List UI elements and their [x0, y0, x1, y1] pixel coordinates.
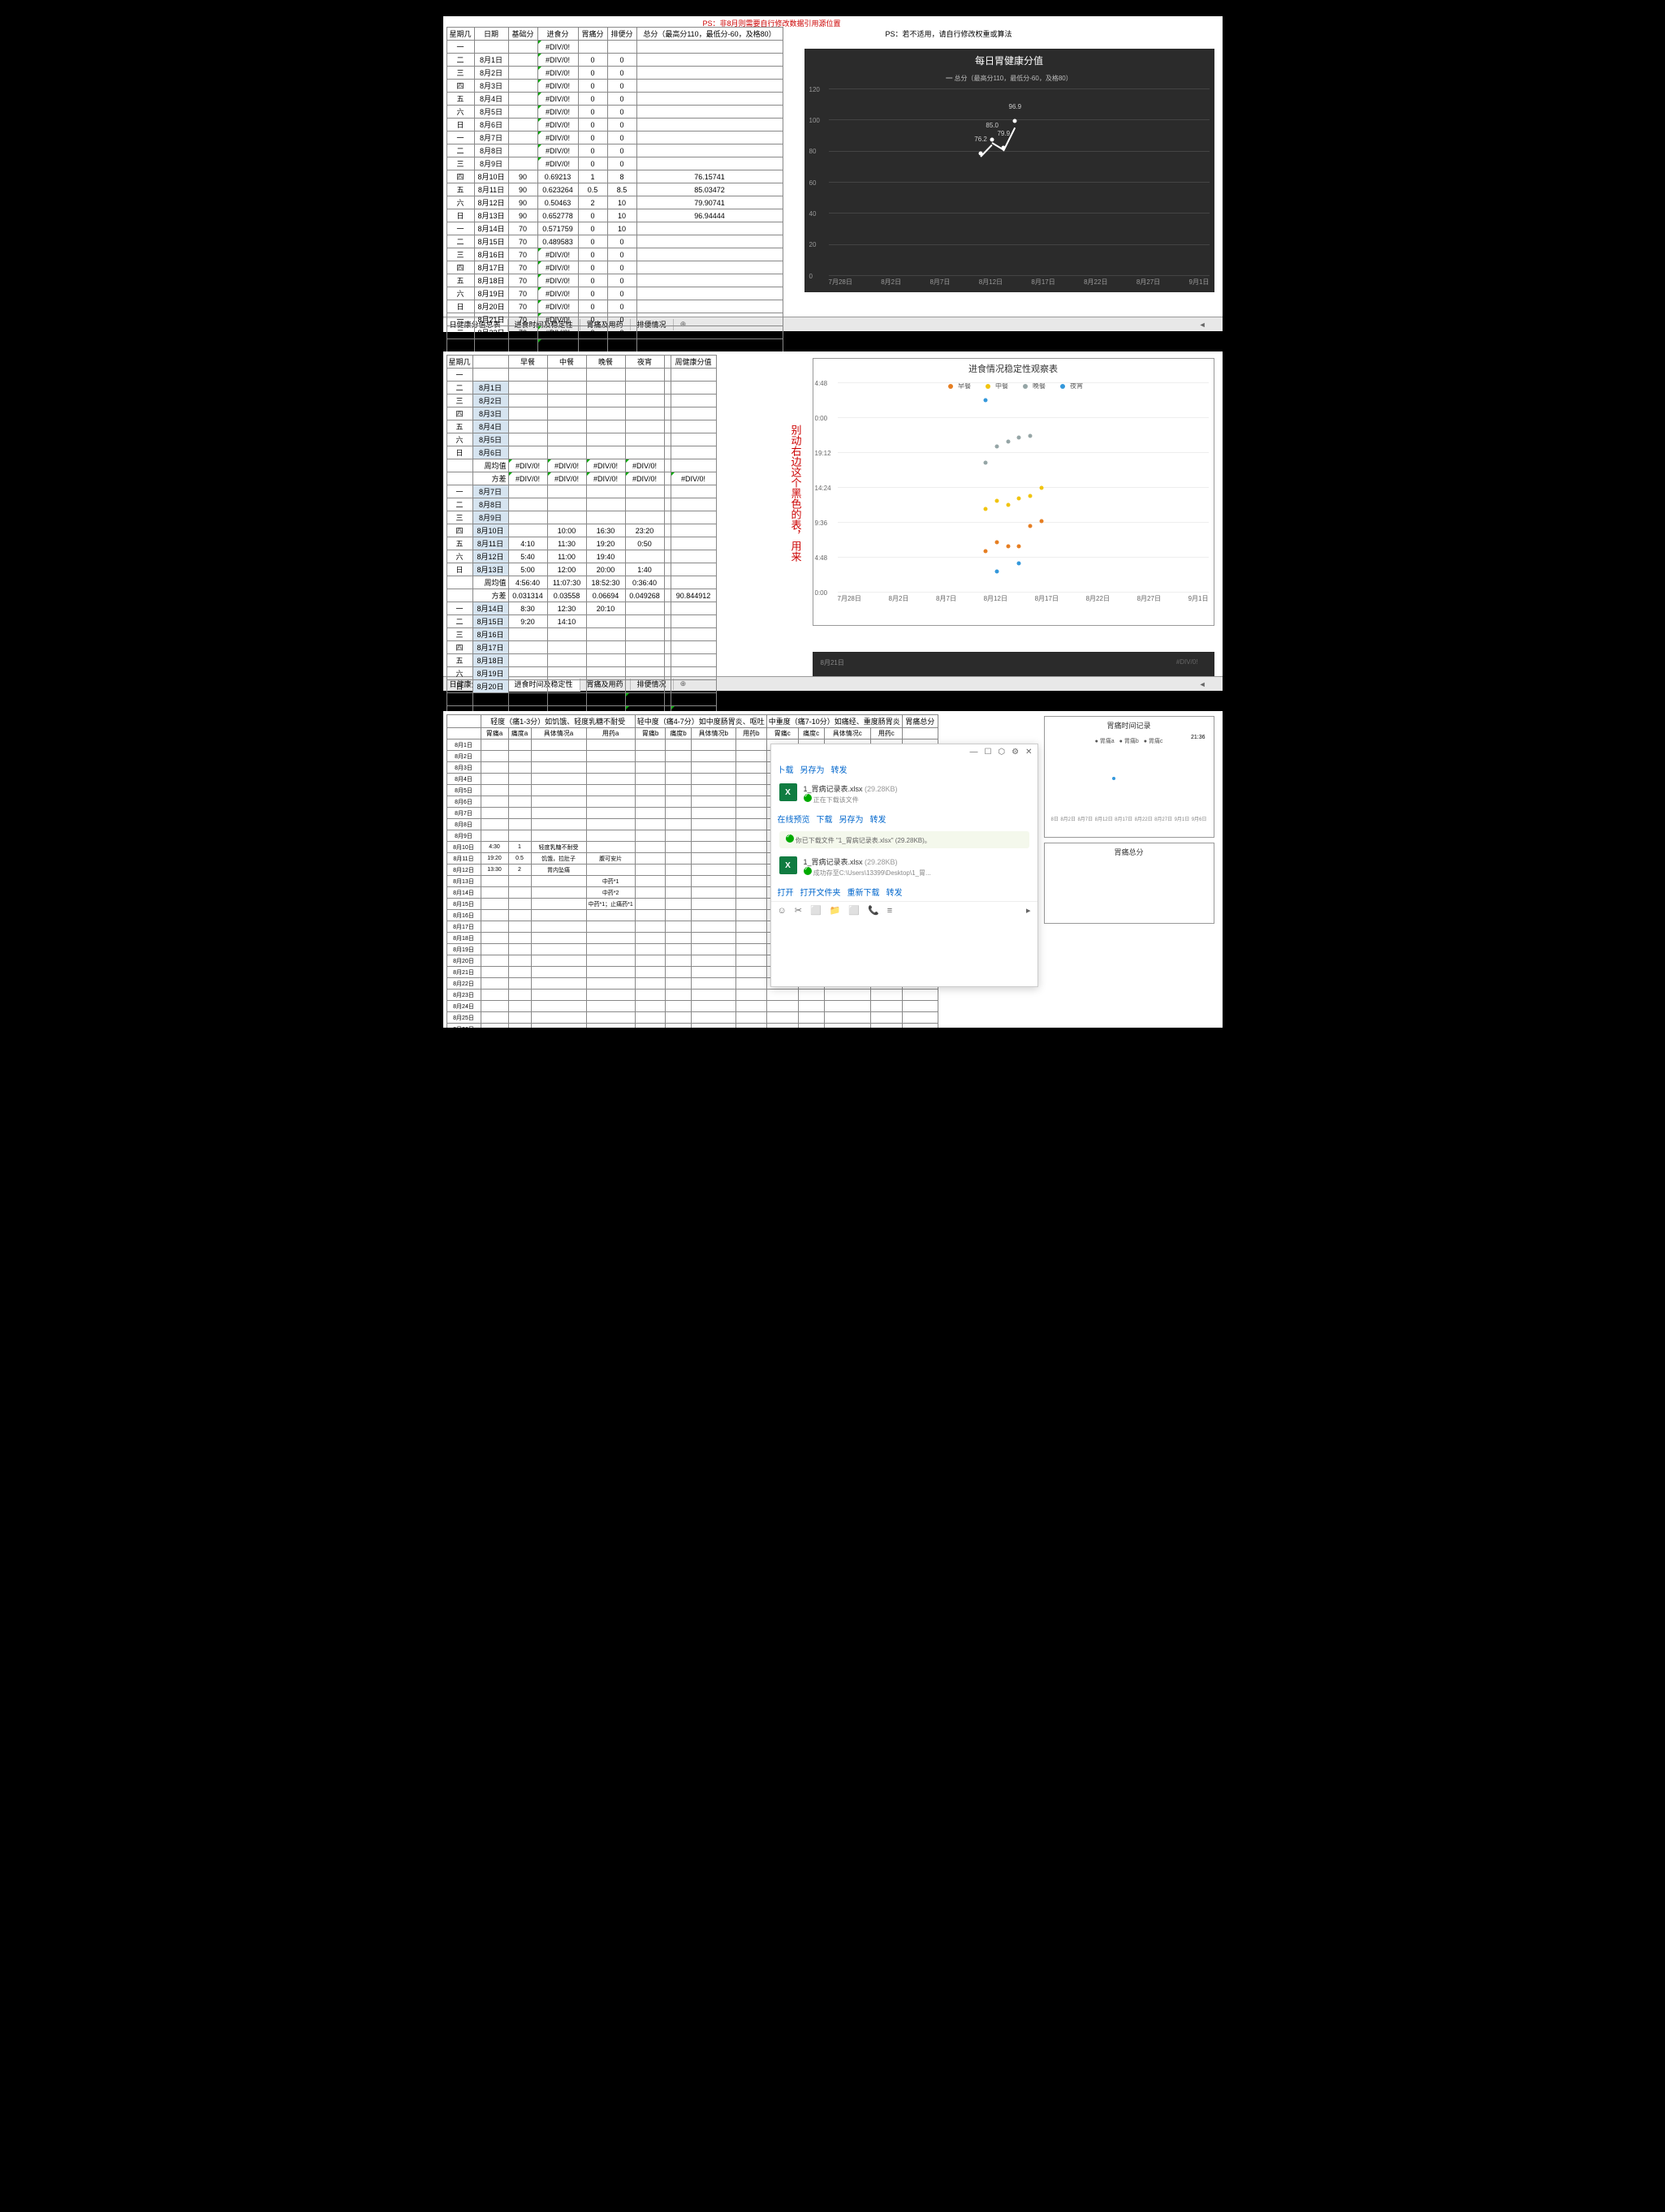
chart1-title: 每日胃健康分值 [804, 49, 1214, 72]
toolbar-icon[interactable]: 📞 [868, 905, 879, 916]
toolbar-icon[interactable]: ⬜ [848, 905, 860, 916]
side-warning: 别动右边这个黑色的表，用来 [788, 425, 804, 562]
action-link[interactable]: 另存为 [800, 766, 825, 775]
download-banner: 你已下载文件 "1_胃病记录表.xlsx" (29.28KB)。 [779, 831, 1029, 848]
action-link[interactable]: 卜载 [778, 766, 794, 775]
popup-bottom-bar: ☺✂⬜📁⬜📞≡▸ [771, 901, 1037, 919]
panel-3: 轻度（痛1-3分）如饥饿、轻度乳糖不耐受轻中度（痛4-7分）如中度肠胃炎、呕吐中… [443, 711, 1223, 1028]
chart2-plot: 0:004:489:3614:2419:120:004:48 [838, 383, 1209, 593]
close-icon[interactable]: ✕ [1025, 748, 1032, 757]
pin-icon[interactable]: ⬡ [998, 748, 1005, 757]
chart1-legend: ━ 总分（最高分110，最低分-60，及格80） [804, 72, 1214, 84]
excel-icon: X [779, 783, 797, 801]
minimize-icon[interactable]: — [969, 748, 977, 757]
maximize-icon[interactable]: ☐ [984, 748, 991, 757]
action-link[interactable]: 转发 [870, 816, 886, 825]
excel-icon: X [779, 856, 797, 874]
popup-links-1: 在线预览下载另存为转发 [771, 809, 1037, 828]
toolbar-icon[interactable]: ≡ [887, 906, 892, 916]
popup-actions-1: 卜载另存为转发 [771, 760, 1037, 778]
check-icon [804, 867, 812, 875]
action-link[interactable]: 打开 [778, 889, 794, 898]
main-table-1: 星期几日期基础分进食分胃痛分排便分总分（最高分110，最低分-60，及格80） … [446, 27, 783, 352]
action-link[interactable]: 下载 [817, 816, 833, 825]
action-link[interactable]: 转发 [886, 889, 903, 898]
chart2-xaxis: 7月28日8月2日8月7日8月12日8月17日8月22日8月27日9月1日 [838, 594, 1209, 606]
dark-strip: 8月21日 #DIV/0! [813, 652, 1214, 676]
sheet-1: PS：非8月则需要自行修改数据引用源位置 PS：若不适用，请自行修改权重或算法 … [443, 16, 1223, 317]
toolbar-icon[interactable]: ⬜ [810, 905, 822, 916]
pain-total-chart: 胃痛总分 [1044, 843, 1214, 924]
file-row-1: X 1_胃病记录表.xlsx (29.28KB) 正在下载该文件 [771, 778, 1037, 809]
action-link[interactable]: 转发 [831, 766, 848, 775]
toolbar-icon[interactable]: 📁 [830, 905, 841, 916]
check-icon [804, 794, 812, 802]
sheet-3: 轻度（痛1-3分）如饥饿、轻度乳糖不耐受轻中度（痛4-7分）如中度肠胃炎、呕吐中… [443, 711, 1223, 1028]
panel-2: 星期几早餐中餐晚餐夜宵周健康分值 一二8月1日三8月2日四8月3日五8月4日六8… [443, 351, 1223, 691]
chart1-plot: 02040608010012076.285.079.996.9 [829, 89, 1210, 276]
file-row-2: X 1_胃病记录表.xlsx (29.28KB) 成功存至C:\Users\13… [771, 852, 1037, 882]
scroll-left-icon[interactable]: ◄ [1199, 321, 1223, 329]
stability-chart: 进食情况稳定性观察表 0:004:489:3614:2419:120:004:4… [813, 358, 1214, 626]
pain-time-chart: 胃痛时间记录 21:36 8日8月2日8月7日8月12日8月17日8月22日8月… [1044, 716, 1214, 838]
action-link[interactable]: 打开文件夹 [800, 889, 841, 898]
settings-icon[interactable]: ⚙ [1012, 748, 1019, 757]
chart2-title: 进食情况稳定性观察表 [813, 359, 1214, 378]
download-popup: — ☐ ⬡ ⚙ ✕ 卜载另存为转发 X 1_胃病记录表.xlsx (29.28K… [770, 744, 1038, 987]
action-link[interactable]: 重新下载 [848, 889, 880, 898]
daily-score-chart: 每日胃健康分值 ━ 总分（最高分110，最低分-60，及格80） 0204060… [804, 49, 1214, 292]
sheet-2: 星期几早餐中餐晚餐夜宵周健康分值 一二8月1日三8月2日四8月3日五8月4日六8… [443, 351, 1223, 676]
panel-1: PS：非8月则需要自行修改数据引用源位置 PS：若不适用，请自行修改权重或算法 … [443, 16, 1223, 331]
chart4-title: 胃痛总分 [1045, 843, 1214, 860]
chart3-title: 胃痛时间记录 [1045, 717, 1214, 734]
main-table-2: 星期几早餐中餐晚餐夜宵周健康分值 一二8月1日三8月2日四8月3日五8月4日六8… [446, 355, 717, 732]
popup-links-2: 打开打开文件夹重新下载转发 [771, 882, 1037, 901]
scroll-left-icon[interactable]: ◄ [1199, 680, 1223, 688]
ps2-text: PS：若不适用，请自行修改权重或算法 [886, 28, 1012, 39]
toolbar-icon[interactable]: ✂ [795, 905, 802, 916]
action-link[interactable]: 在线预览 [778, 816, 810, 825]
popup-header: — ☐ ⬡ ⚙ ✕ [771, 744, 1037, 760]
chart1-xaxis: 7月28日8月2日8月7日8月12日8月17日8月22日8月27日9月1日 [829, 278, 1210, 289]
action-link[interactable]: 另存为 [839, 816, 864, 825]
toolbar-icon[interactable]: ☺ [778, 906, 787, 916]
